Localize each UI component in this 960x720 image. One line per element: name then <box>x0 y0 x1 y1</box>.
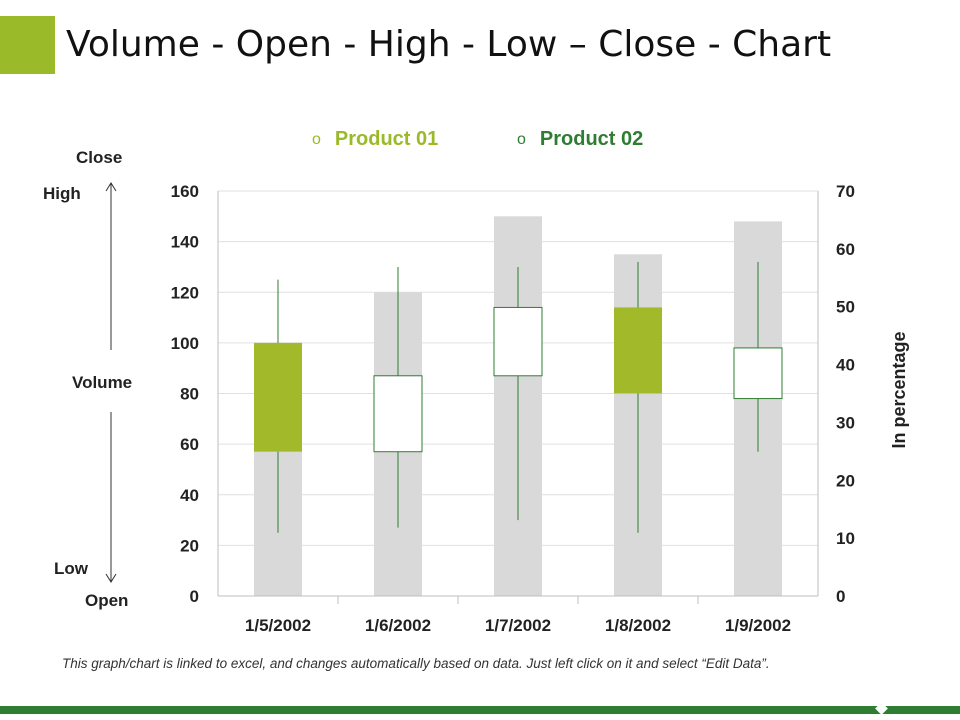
candle-body-1 <box>373 375 423 453</box>
arrow-up-head-icon <box>105 182 117 192</box>
page-title: Volume - Open - High - Low – Close - Cha… <box>66 24 832 65</box>
right-axis-title: In percentage <box>889 331 909 448</box>
candle-body-2 <box>493 306 543 377</box>
side-label-open: Open <box>85 591 129 610</box>
left-tick-label-6: 120 <box>171 283 199 302</box>
left-tick-label-0: 0 <box>190 587 199 606</box>
chart-legend: o Product 01 o Product 02 <box>0 128 960 158</box>
x-tick-label-2: 1/7/2002 <box>485 616 551 635</box>
arrow-down-head-icon <box>105 573 117 583</box>
legend-item-product-02: o Product 02 <box>517 128 643 151</box>
x-axis-ticks: 1/5/2002 1/6/2002 1/7/2002 1/8/2002 1/9/2002 <box>245 616 791 635</box>
legend-marker-product-02: o <box>517 130 526 148</box>
candle-body-0 <box>254 342 302 452</box>
candle-body-3 <box>614 307 662 394</box>
side-label-volume: Volume <box>72 373 133 392</box>
right-tick-label-4: 40 <box>836 356 855 375</box>
chart-axes <box>217 191 819 604</box>
legend-label-product-02: Product 02 <box>539 128 644 150</box>
side-arrows <box>105 182 117 583</box>
candle-body-4 <box>733 347 783 400</box>
left-tick-label-8: 160 <box>171 182 199 201</box>
x-tick-label-4: 1/9/2002 <box>725 616 791 635</box>
right-tick-label-0: 0 <box>836 587 845 606</box>
right-tick-label-7: 70 <box>836 182 855 201</box>
legend-item-product-01: o Product 01 <box>312 128 438 151</box>
right-tick-label-3: 30 <box>836 413 855 432</box>
right-tick-label-5: 50 <box>836 298 855 317</box>
candle-wicks <box>277 261 759 533</box>
title-accent-square <box>0 16 55 74</box>
right-tick-label-2: 20 <box>836 471 855 490</box>
left-tick-label-3: 60 <box>180 435 199 454</box>
right-tick-label-1: 10 <box>836 529 855 548</box>
side-label-low: Low <box>54 559 88 578</box>
left-axis-ticks: 0 20 40 60 80 100 120 140 160 <box>171 182 199 606</box>
x-tick-label-3: 1/8/2002 <box>605 616 671 635</box>
bottom-accent-bar <box>0 706 960 714</box>
side-label-high: High <box>43 184 81 203</box>
left-tick-label-2: 40 <box>180 486 199 505</box>
x-tick-label-1: 1/6/2002 <box>365 616 431 635</box>
left-tick-label-4: 80 <box>180 385 199 404</box>
footnote: This graph/chart is linked to excel, and… <box>62 656 770 671</box>
legend-label-product-01: Product 01 <box>334 128 439 150</box>
left-tick-label-1: 20 <box>180 536 199 555</box>
legend-marker-product-01: o <box>312 130 321 148</box>
candle-bodies <box>254 306 783 453</box>
right-axis-ticks: 0 10 20 30 40 50 60 70 <box>836 182 855 606</box>
left-tick-label-5: 100 <box>171 334 199 353</box>
right-tick-label-6: 60 <box>836 240 855 259</box>
x-tick-label-0: 1/5/2002 <box>245 616 311 635</box>
side-label-close: Close <box>76 148 123 167</box>
left-tick-label-7: 140 <box>171 233 199 252</box>
